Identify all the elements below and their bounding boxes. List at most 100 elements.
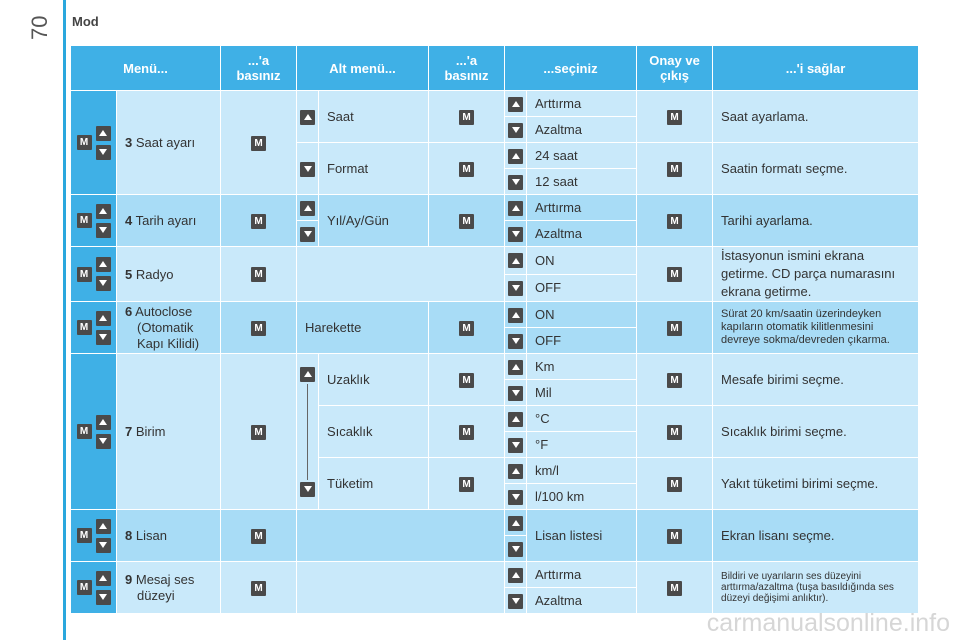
- table-row: M 7 Birim M Uzaklık M Km M Mesafe birimi…: [70, 353, 920, 510]
- table-row: M 5 Radyo M ON M İstasyonun ismini ekran…: [70, 246, 920, 302]
- m-key-icon: M: [251, 424, 266, 440]
- press-cell: M: [220, 561, 297, 614]
- up-arrow-icon: [95, 570, 111, 586]
- option: Arttırma: [526, 90, 638, 117]
- option: Lisan listesi: [526, 509, 638, 562]
- down-arrow-icon: [300, 481, 315, 497]
- option: °F: [526, 431, 638, 458]
- confirm-cell: M: [636, 90, 714, 143]
- table-row: Azaltma: [71, 220, 919, 247]
- header-result: ...'i sağlar: [712, 45, 920, 91]
- up-arrow-icon: [508, 307, 524, 323]
- down-arrow-icon: [508, 541, 524, 557]
- watermark: carmanualsonline.info: [706, 609, 950, 637]
- option: Azaltma: [526, 587, 638, 614]
- header-submenu: Alt menü...: [295, 45, 430, 91]
- down-arrow-icon: [95, 589, 111, 605]
- arrow-cell: [504, 142, 528, 169]
- result: Saat ayarlama.: [712, 90, 920, 143]
- m-key-icon: M: [76, 528, 92, 543]
- result: İstasyonun ismini ekrana getirme. CD par…: [712, 246, 920, 302]
- up-arrow-icon: [95, 203, 111, 219]
- header-press-1: ...'a basınız: [220, 45, 297, 91]
- up-arrow-icon: [508, 463, 524, 479]
- option: OFF: [526, 327, 638, 354]
- arrow-cell: [504, 273, 528, 302]
- nav-keys-5: M: [70, 246, 117, 302]
- m-key-icon: M: [459, 320, 475, 336]
- arrow-cell: [504, 587, 528, 614]
- result: Sıcaklık birimi seçme.: [712, 405, 920, 458]
- m-key-icon: M: [76, 213, 92, 228]
- up-arrow-icon: [508, 200, 524, 216]
- down-arrow-icon: [95, 537, 111, 553]
- up-arrow-icon: [508, 515, 524, 531]
- table-row: M 8 Lisan M Lisan listesi M Ekran lisanı…: [70, 509, 920, 562]
- confirm-cell: M: [636, 353, 714, 406]
- m-key-icon: M: [667, 528, 683, 544]
- option: km/l: [526, 457, 638, 484]
- result: Saatin formatı seçme.: [712, 142, 920, 195]
- m-key-icon: M: [667, 424, 683, 440]
- menu-name-8: 8 Lisan: [116, 509, 221, 562]
- empty-cell: [295, 561, 506, 614]
- option: °C: [526, 405, 638, 432]
- up-arrow-icon: [508, 359, 524, 375]
- m-key-icon: M: [667, 372, 683, 388]
- m-key-icon: M: [667, 320, 683, 336]
- table-row: M 4 Tarih ayarı M Yıl/Ay/Gün M Arttırma …: [70, 194, 920, 247]
- submenu-format: Format: [317, 142, 430, 195]
- m-key-icon: M: [251, 135, 266, 151]
- table-row: Format M 24 saat M Saatin formatı seçme.: [71, 142, 920, 195]
- down-arrow-icon: [95, 433, 111, 449]
- option: Azaltma: [526, 116, 638, 143]
- result: Bildiri ve uyarıların ses düzeyini arttı…: [712, 561, 920, 614]
- confirm-cell: M: [636, 509, 714, 562]
- table-row: M 6 Autoclose (Otomatik Kapı Kilidi) M Har…: [70, 301, 920, 354]
- option: OFF: [526, 273, 638, 302]
- arrow-cell: [504, 220, 528, 247]
- up-arrow-cell: [296, 90, 319, 143]
- table-row: Azaltma: [71, 587, 919, 614]
- press-cell: M: [220, 509, 297, 562]
- table-row: [71, 535, 919, 562]
- up-arrow-icon: [508, 96, 524, 112]
- result: Ekran lisanı seçme.: [712, 509, 920, 562]
- m-key-icon: M: [459, 109, 475, 125]
- header-press-2: ...'a basınız: [428, 45, 506, 91]
- confirm-cell: M: [636, 246, 714, 302]
- press-cell: M: [428, 142, 506, 195]
- confirm-cell: M: [636, 301, 714, 354]
- menu-name-9: 9 Mesaj ses düzeyi: [116, 561, 221, 614]
- arrow-cell: [504, 168, 528, 195]
- arrow-cell: [504, 379, 528, 406]
- arrow-cell: [504, 457, 528, 484]
- menu-table: Menü... ...'a basınız Alt menü... ...'a …: [70, 45, 920, 614]
- press-cell: M: [220, 301, 297, 354]
- menu-name-5: 5 Radyo: [116, 246, 221, 302]
- table-row: M 3 Saat ayarı M Saat M Arttırma M Saat …: [70, 90, 920, 195]
- nav-keys-6: M: [70, 301, 117, 354]
- press-cell: M: [220, 353, 297, 510]
- menu-name-3: 3 Saat ayarı: [116, 90, 221, 195]
- arrow-cell: [504, 509, 528, 536]
- connector-line: [307, 383, 308, 480]
- up-arrow-icon: [95, 257, 111, 272]
- arrow-cell: [504, 483, 528, 510]
- m-key-icon: M: [459, 424, 475, 440]
- up-arrow-icon: [508, 148, 524, 164]
- confirm-cell: M: [636, 457, 714, 510]
- down-arrow-icon: [508, 226, 524, 242]
- submenu-clock: Saat: [317, 90, 430, 143]
- m-key-icon: M: [459, 161, 475, 177]
- up-arrow-icon: [300, 200, 315, 216]
- m-key-icon: M: [251, 528, 266, 544]
- result: Tarihi ayarlama.: [712, 194, 920, 247]
- m-key-icon: M: [667, 476, 683, 492]
- arrow-cell: [504, 431, 528, 458]
- arrow-cell: [504, 116, 528, 143]
- empty-cell: [295, 509, 506, 562]
- header-menu: Menü...: [70, 45, 221, 91]
- option: l/100 km: [526, 483, 638, 510]
- left-rule: [63, 0, 66, 640]
